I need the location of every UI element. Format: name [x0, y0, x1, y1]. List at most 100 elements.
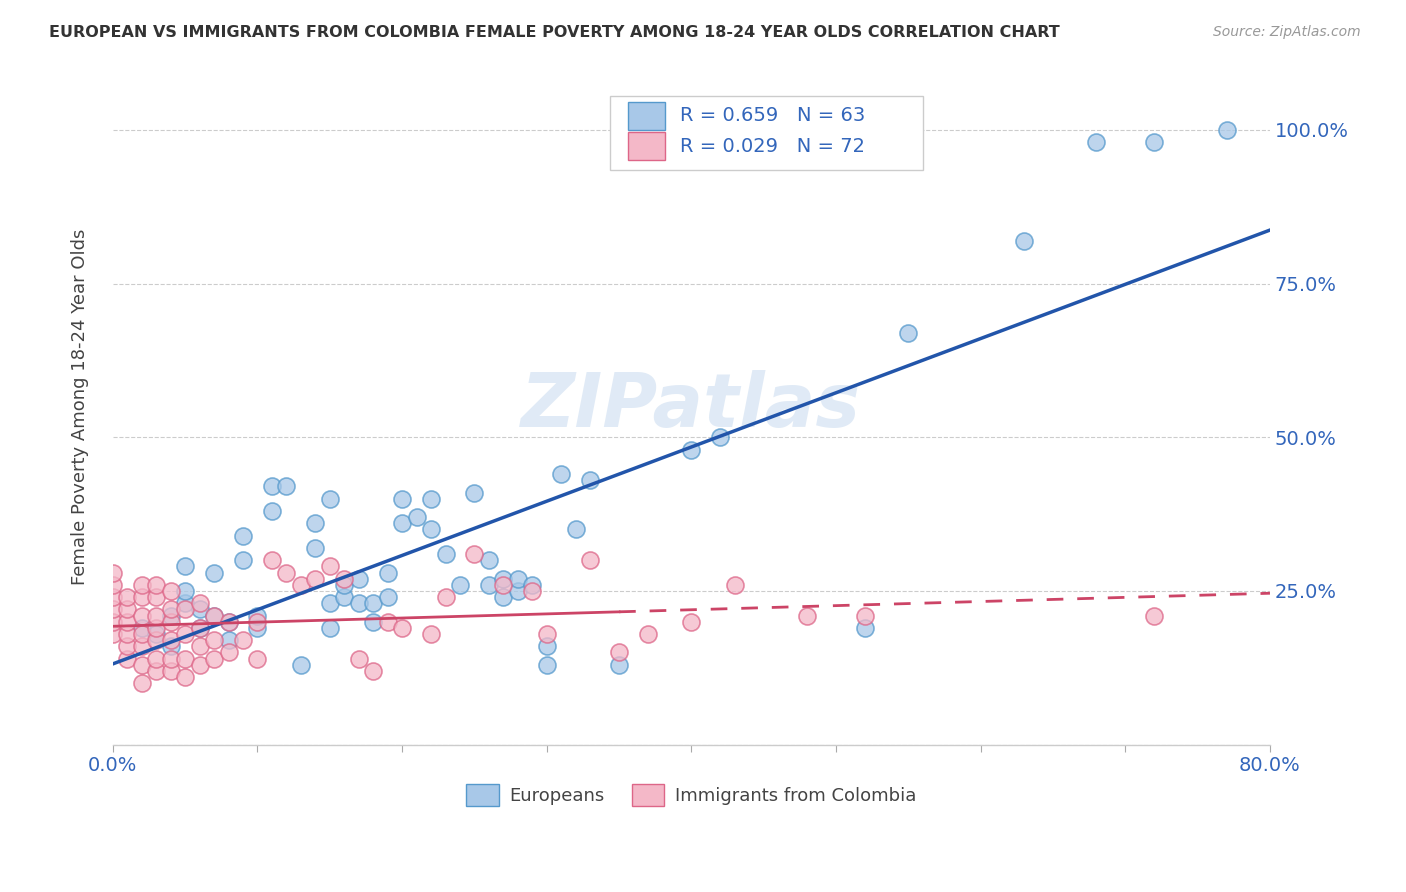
Point	[260, 504, 283, 518]
Point	[246, 608, 269, 623]
Point	[536, 640, 558, 654]
Point	[218, 615, 240, 629]
Point	[550, 467, 572, 482]
Point	[607, 657, 630, 672]
Bar	[627, 132, 665, 161]
Point	[391, 491, 413, 506]
Point	[145, 633, 167, 648]
Point	[420, 627, 443, 641]
Point	[405, 510, 427, 524]
Point	[159, 664, 181, 678]
Point	[333, 578, 356, 592]
Point	[319, 596, 342, 610]
Point	[260, 553, 283, 567]
Point	[391, 621, 413, 635]
FancyBboxPatch shape	[610, 95, 922, 170]
Point	[420, 491, 443, 506]
Point	[579, 553, 602, 567]
Point	[159, 640, 181, 654]
Point	[145, 651, 167, 665]
Point	[434, 547, 457, 561]
Text: R = 0.659   N = 63: R = 0.659 N = 63	[681, 106, 865, 126]
Point	[131, 608, 153, 623]
Point	[377, 615, 399, 629]
Point	[174, 559, 197, 574]
Point	[101, 578, 124, 592]
Point	[117, 627, 139, 641]
Point	[218, 615, 240, 629]
Point	[304, 572, 326, 586]
Point	[101, 590, 124, 604]
Point	[536, 657, 558, 672]
Point	[1085, 136, 1108, 150]
Point	[420, 523, 443, 537]
Point	[724, 578, 747, 592]
Point	[117, 651, 139, 665]
Point	[463, 547, 485, 561]
Point	[131, 590, 153, 604]
Point	[202, 566, 225, 580]
Point	[319, 491, 342, 506]
Point	[290, 657, 312, 672]
Point	[564, 523, 586, 537]
Point	[319, 621, 342, 635]
Point	[478, 578, 501, 592]
Point	[145, 664, 167, 678]
Point	[202, 608, 225, 623]
Point	[145, 627, 167, 641]
Point	[159, 602, 181, 616]
Point	[101, 602, 124, 616]
Point	[131, 676, 153, 690]
Text: EUROPEAN VS IMMIGRANTS FROM COLOMBIA FEMALE POVERTY AMONG 18-24 YEAR OLDS CORREL: EUROPEAN VS IMMIGRANTS FROM COLOMBIA FEM…	[49, 25, 1060, 40]
Text: R = 0.029   N = 72: R = 0.029 N = 72	[681, 136, 865, 156]
Point	[174, 602, 197, 616]
Point	[391, 516, 413, 531]
Point	[232, 633, 254, 648]
Point	[174, 627, 197, 641]
Point	[607, 645, 630, 659]
Point	[246, 615, 269, 629]
Point	[232, 528, 254, 542]
Point	[174, 596, 197, 610]
Point	[246, 621, 269, 635]
Point	[536, 627, 558, 641]
Point	[853, 621, 876, 635]
Point	[1012, 234, 1035, 248]
Point	[218, 645, 240, 659]
Point	[145, 578, 167, 592]
Point	[117, 602, 139, 616]
Point	[579, 473, 602, 487]
Point	[188, 621, 211, 635]
Point	[681, 615, 703, 629]
Point	[333, 590, 356, 604]
Point	[522, 583, 544, 598]
Point	[276, 566, 298, 580]
Point	[506, 572, 529, 586]
Point	[188, 602, 211, 616]
Point	[319, 559, 342, 574]
Text: ZIPatlas: ZIPatlas	[522, 370, 862, 443]
Point	[202, 608, 225, 623]
Point	[188, 596, 211, 610]
Point	[347, 651, 370, 665]
Point	[101, 627, 124, 641]
Point	[131, 621, 153, 635]
Point	[131, 657, 153, 672]
Point	[131, 578, 153, 592]
Bar	[627, 102, 665, 130]
Point	[361, 615, 384, 629]
Point	[117, 640, 139, 654]
Point	[709, 430, 731, 444]
Point	[361, 596, 384, 610]
Point	[159, 651, 181, 665]
Point	[377, 590, 399, 604]
Point	[347, 572, 370, 586]
Point	[260, 479, 283, 493]
Point	[492, 572, 515, 586]
Point	[1143, 608, 1166, 623]
Point	[681, 442, 703, 457]
Legend: Europeans, Immigrants from Colombia: Europeans, Immigrants from Colombia	[458, 777, 924, 814]
Point	[276, 479, 298, 493]
Point	[159, 583, 181, 598]
Point	[117, 615, 139, 629]
